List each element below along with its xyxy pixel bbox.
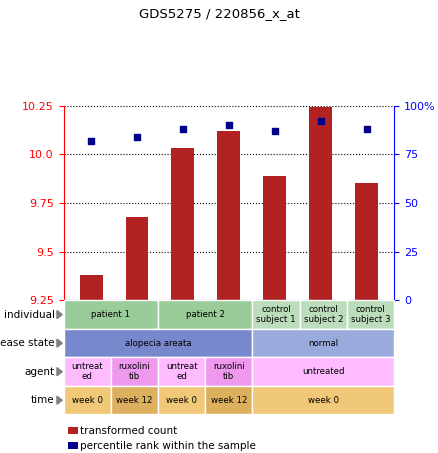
Point — [271, 127, 278, 135]
Text: GDS5275 / 220856_x_at: GDS5275 / 220856_x_at — [138, 7, 300, 20]
Text: untreat
ed: untreat ed — [166, 362, 198, 381]
Point — [225, 121, 232, 129]
Text: disease state: disease state — [0, 338, 55, 348]
Point — [88, 137, 95, 144]
Text: individual: individual — [4, 309, 55, 320]
Bar — [217, 131, 240, 300]
Text: control
subject 2: control subject 2 — [304, 305, 343, 324]
Text: transformed count: transformed count — [80, 426, 177, 436]
Text: untreated: untreated — [302, 367, 345, 376]
Bar — [171, 149, 194, 300]
Point — [363, 125, 370, 133]
Text: control
subject 1: control subject 1 — [256, 305, 296, 324]
Text: week 12: week 12 — [116, 396, 152, 405]
Bar — [263, 176, 286, 300]
Text: week 0: week 0 — [308, 396, 339, 405]
Text: week 0: week 0 — [166, 396, 197, 405]
Point — [180, 125, 187, 133]
Text: percentile rank within the sample: percentile rank within the sample — [80, 441, 256, 451]
Text: normal: normal — [308, 339, 339, 347]
Text: ruxolini
tib: ruxolini tib — [119, 362, 150, 381]
Text: alopecia areata: alopecia areata — [125, 339, 191, 347]
Point — [317, 117, 324, 125]
Bar — [309, 107, 332, 300]
Text: time: time — [31, 395, 55, 405]
Text: ruxolini
tib: ruxolini tib — [213, 362, 245, 381]
Bar — [126, 217, 148, 300]
Text: week 12: week 12 — [211, 396, 247, 405]
Text: control
subject 3: control subject 3 — [351, 305, 390, 324]
Bar — [80, 275, 102, 300]
Text: patient 1: patient 1 — [91, 310, 130, 319]
Point — [134, 133, 141, 140]
Text: untreat
ed: untreat ed — [71, 362, 103, 381]
Text: agent: agent — [25, 366, 55, 377]
Text: patient 2: patient 2 — [186, 310, 225, 319]
Bar — [355, 183, 378, 300]
Text: week 0: week 0 — [72, 396, 102, 405]
